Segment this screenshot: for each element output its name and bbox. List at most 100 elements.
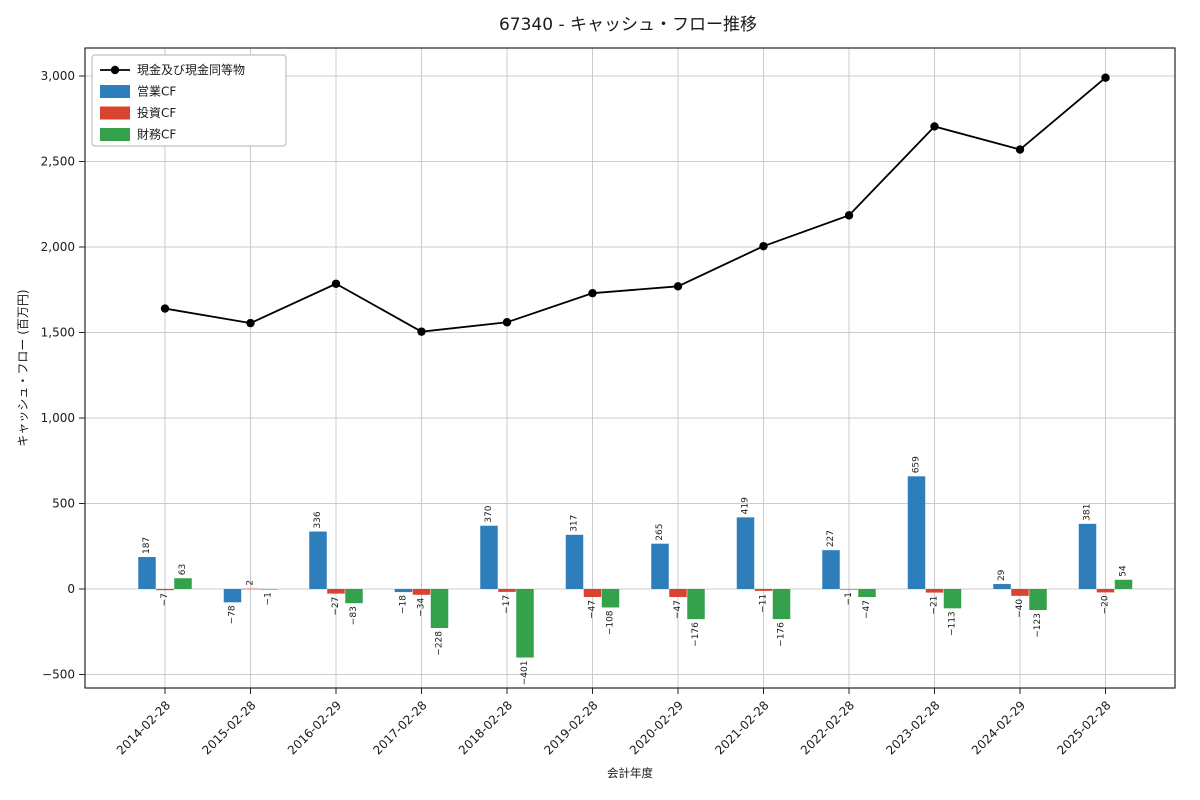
cash-line-marker: [1101, 73, 1110, 82]
y-tick-label: 500: [52, 497, 75, 511]
bar-value-label: −27: [331, 597, 341, 616]
bar-value-label: 29: [997, 569, 1007, 581]
bar-財務CF-2019-02-28: [601, 589, 620, 608]
bar-投資CF-2020-02-29: [669, 589, 687, 598]
bar-投資CF-2014-02-28: [156, 589, 174, 591]
bar-value-label: −20: [1101, 595, 1111, 614]
bar-value-label: 381: [1083, 504, 1093, 521]
bar-value-label: −47: [862, 600, 872, 619]
bar-財務CF-2018-02-28: [516, 589, 534, 658]
bar-value-labels: 187 −78 336 −18 370 317 265 419 227 659 29 381 −7 2 −2…: [142, 456, 1129, 685]
bar-財務CF-2016-02-29: [345, 589, 363, 604]
legend-label: 投資CF: [137, 105, 176, 120]
y-axis-label: キャッシュ・フロー (百万円): [16, 289, 30, 446]
cash-line-marker: [588, 288, 597, 298]
bar-営業CF-2015-02-28: [223, 589, 242, 603]
bar-投資CF-2015-02-28: [241, 588, 260, 590]
bar-value-label: 336: [313, 511, 323, 528]
x-tick-label: 2024-02-29: [969, 698, 1028, 757]
x-tick-label: 2018-02-28: [456, 698, 515, 757]
legend-swatch-icon: [100, 106, 130, 120]
bar-営業CF-2021-02-28: [736, 517, 755, 589]
bar-財務CF-2017-02-28: [430, 589, 449, 628]
bar-value-label: −1: [264, 592, 274, 605]
bar-営業CF-2017-02-28: [394, 589, 413, 593]
bar-value-label: −17: [502, 595, 512, 614]
bar-営業CF-2019-02-28: [565, 534, 584, 589]
bar-value-label: −176: [691, 622, 701, 647]
legend-swatch-icon: [100, 85, 130, 98]
bar-series: [138, 476, 1133, 658]
x-tick-label: 2022-02-28: [798, 698, 857, 757]
plot-frame: [84, 47, 1176, 689]
bar-value-label: −401: [520, 661, 530, 686]
bar-投資CF-2022-02-28: [840, 589, 858, 590]
plot-border: [84, 47, 1176, 689]
bar-財務CF-2014-02-28: [174, 578, 192, 589]
y-tick-label: 3,000: [41, 69, 75, 83]
cash-line: [164, 77, 1107, 333]
y-tick-label: −500: [42, 668, 75, 682]
legend-box: [91, 54, 287, 147]
bar-value-label: −40: [1015, 599, 1025, 618]
legend-label: 現金及び現金同等物: [137, 62, 245, 77]
bar-value-label: −21: [930, 596, 940, 615]
bar-営業CF-2022-02-28: [822, 550, 840, 589]
x-tick-label: 2016-02-29: [285, 698, 344, 757]
x-tick-label: 2021-02-28: [712, 698, 771, 757]
axis-ticks: −500 0 500 1,000 1,500 2,000 2,500 3,000 2014-02…: [41, 69, 1114, 757]
bar-value-label: −11: [759, 594, 769, 613]
x-tick-label: 2014-02-28: [114, 698, 173, 757]
y-tick-label: 1,000: [41, 411, 75, 425]
bar-value-label: −18: [399, 595, 409, 614]
gridlines: [85, 48, 1175, 688]
cash-line-marker: [1015, 145, 1025, 154]
bar-value-label: 187: [142, 537, 152, 554]
legend-marker-icon: [110, 65, 120, 75]
bar-投資CF-2024-02-29: [1011, 589, 1029, 596]
x-tick-label: 2019-02-28: [541, 698, 600, 757]
cash-line-marker: [417, 327, 426, 336]
bar-営業CF-2025-02-28: [1078, 523, 1097, 589]
cash-line-marker: [759, 241, 768, 251]
y-tick-label: 2,000: [41, 240, 75, 254]
bar-value-label: −83: [349, 606, 359, 625]
x-tick-label: 2025-02-28: [1054, 698, 1113, 757]
bar-投資CF-2021-02-28: [754, 589, 773, 591]
bar-財務CF-2024-02-29: [1029, 589, 1047, 611]
bar-value-label: 54: [1119, 565, 1129, 577]
bar-営業CF-2016-02-29: [309, 531, 327, 589]
bar-value-label: 227: [826, 530, 836, 547]
bar-value-label: 63: [178, 564, 188, 575]
bar-value-label: −7: [160, 593, 170, 606]
bar-value-label: −47: [673, 600, 683, 619]
bar-投資CF-2025-02-28: [1096, 589, 1115, 593]
y-tick-label: 1,500: [41, 326, 75, 340]
x-tick-label: 2015-02-28: [199, 698, 258, 757]
bar-投資CF-2023-02-28: [925, 589, 944, 593]
bar-投資CF-2017-02-28: [412, 589, 431, 595]
y-tick-label: 2,500: [41, 155, 75, 169]
line-series: [160, 73, 1110, 336]
bar-財務CF-2020-02-29: [687, 589, 705, 620]
x-tick-label: 2020-02-29: [627, 698, 686, 757]
bar-財務CF-2025-02-28: [1114, 579, 1133, 589]
bar-営業CF-2023-02-28: [907, 476, 926, 589]
bar-営業CF-2018-02-28: [480, 525, 498, 589]
bar-投資CF-2016-02-29: [327, 589, 345, 594]
bar-value-label: −108: [606, 610, 616, 635]
bar-value-label: 659: [912, 456, 922, 473]
chart-title: 67340 - キャッシュ・フロー推移: [499, 15, 757, 35]
cash-line-marker: [930, 122, 939, 131]
bar-財務CF-2021-02-28: [772, 589, 791, 620]
bar-投資CF-2018-02-28: [498, 589, 516, 592]
cash-line-marker: [844, 211, 854, 220]
bar-value-label: 2: [246, 580, 256, 586]
bar-value-label: −113: [948, 611, 958, 636]
bar-投資CF-2019-02-28: [583, 589, 602, 598]
cash-line-marker: [331, 279, 341, 288]
bar-value-label: 419: [741, 497, 751, 514]
bar-財務CF-2015-02-28: [259, 589, 278, 590]
